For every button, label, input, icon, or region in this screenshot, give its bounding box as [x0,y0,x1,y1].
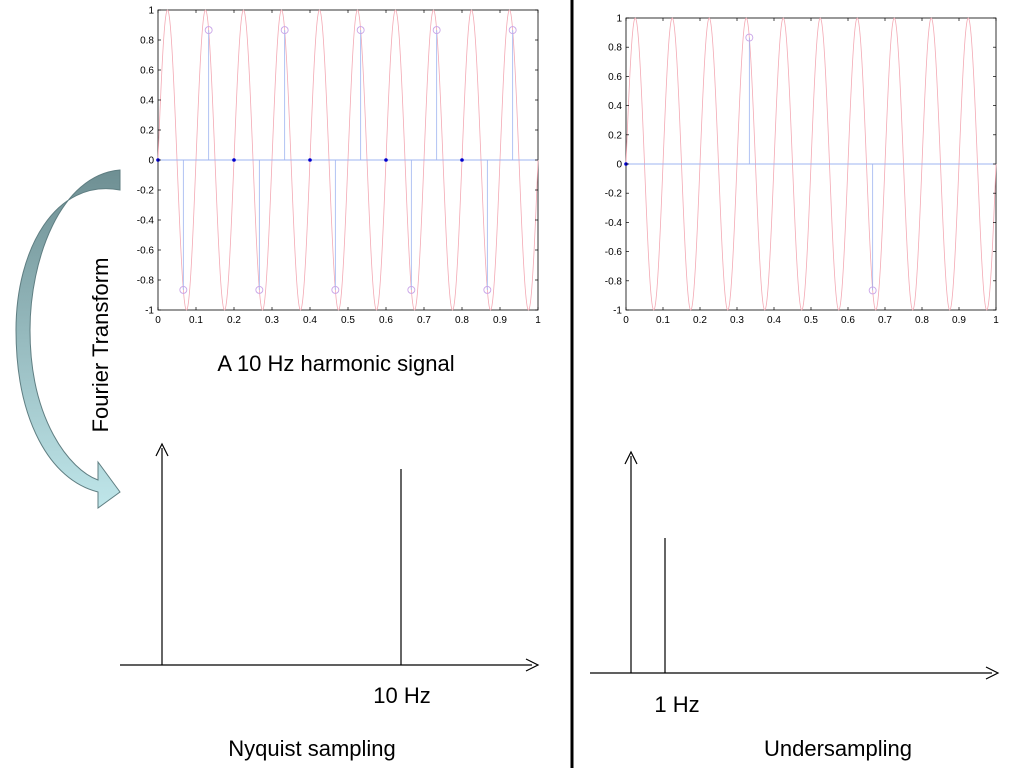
right-y-tick-label: -0.8 [605,276,623,287]
right-y-tick-label: 0.2 [608,130,622,141]
right-y-tick-label: -0.6 [605,247,623,258]
left-signal-plot: 0 0.1 0.2 0.3 0.4 0.5 0.6 0.7 0.8 0.9 1 1 0.8 0.6 0.4 0… [137,6,541,327]
left-y-tick-label: -0.6 [137,246,155,257]
right-x-tick-label: 1 [993,315,999,326]
right-x-tick-label: 0.4 [767,315,781,326]
right-y-tick-label: 0.8 [608,43,622,54]
left-y-tick-label: 1 [148,6,154,17]
left-sample-marker [384,158,388,162]
right-x-tick-label: 0.3 [730,315,744,326]
right-bottom-caption: Undersampling [764,736,912,761]
right-freq-axis-arrowhead [985,666,1000,680]
left-y-tick-label: 0.8 [140,36,154,47]
left-y-tick-label: -0.4 [137,216,155,227]
right-signal-plot: 0 0.1 0.2 0.3 0.4 0.5 0.6 0.7 0.8 0.9 1 1 0.8 0.6 0.4 0… [605,14,999,327]
left-x-tick-label: 0.8 [455,315,469,326]
left-x-tick-label: 1 [535,315,541,326]
right-y-tick-label: 0.6 [608,72,622,83]
left-sample-marker [356,26,365,35]
left-y-tick-label: 0 [148,156,154,167]
left-sample-marker [204,26,213,35]
right-spectrum-label: 1 Hz [654,692,699,717]
fourier-arrow [15,169,121,509]
left-bottom-caption: Nyquist sampling [228,736,396,761]
left-freq-axis-arrowhead [525,658,540,672]
left-x-tick-label: 0.3 [265,315,279,326]
right-x-tick-label: 0.6 [841,315,855,326]
right-x-tick-label: 0.1 [656,315,670,326]
left-sample-marker [331,285,340,294]
left-axis-ticks: 0 0.1 0.2 0.3 0.4 0.5 0.6 0.7 0.8 0.9 1 1 0.8 0.6 0.4 0… [137,6,541,327]
left-sample-marker [460,158,464,162]
fourier-transform-label: Fourier Transform [88,258,113,433]
right-y-tick-label: 1 [616,14,622,25]
left-sample-marker [308,158,312,162]
left-x-tick-label: 0.2 [227,315,241,326]
right-y-tick-label: -0.4 [605,218,623,229]
right-x-tick-label: 0.7 [878,315,892,326]
right-sample-stems [624,33,996,295]
right-y-tick-label: 0.4 [608,101,622,112]
right-spectrum: 1 Hz Undersampling [590,450,1000,761]
left-spectrum-label: 10 Hz [373,683,430,708]
left-sample-marker [407,285,416,294]
right-x-tick-label: 0.8 [915,315,929,326]
right-x-tick-label: 0.5 [804,315,818,326]
left-y-tick-label: -0.2 [137,186,155,197]
left-sample-stems [156,26,538,294]
left-sample-marker [432,26,441,35]
right-x-tick-label: 0 [623,315,629,326]
left-sample-marker [280,26,289,35]
left-x-tick-label: 0.4 [303,315,317,326]
right-axis-ticks: 0 0.1 0.2 0.3 0.4 0.5 0.6 0.7 0.8 0.9 1 1 0.8 0.6 0.4 0… [605,14,999,327]
left-sample-marker [179,285,188,294]
left-sample-marker [483,285,492,294]
right-y-tick-label: 0 [616,160,622,171]
left-x-tick-label: 0.7 [417,315,431,326]
left-y-tick-label: -0.8 [137,276,155,287]
right-x-tick-label: 0.2 [693,315,707,326]
left-sample-marker [232,158,236,162]
left-x-tick-label: 0.1 [189,315,203,326]
left-sample-marker [255,285,264,294]
left-amp-axis-arrowhead [155,442,169,457]
left-y-tick-label: -1 [145,306,154,317]
right-x-tick-label: 0.9 [952,315,966,326]
right-y-tick-label: -0.2 [605,189,623,200]
left-x-tick-label: 0.6 [379,315,393,326]
right-y-tick-label: -1 [613,306,622,317]
right-sample-marker [745,33,754,42]
left-x-tick-label: 0.5 [341,315,355,326]
right-sample-marker [868,286,877,295]
left-y-tick-label: 0.6 [140,66,154,77]
left-y-tick-label: 0.2 [140,126,154,137]
left-x-tick-label: 0.9 [493,315,507,326]
left-spectrum: 10 Hz Nyquist sampling [120,442,540,761]
left-y-tick-label: 0.4 [140,96,154,107]
left-x-tick-label: 0 [155,315,161,326]
left-sample-marker [508,26,517,35]
left-plot-caption: A 10 Hz harmonic signal [217,351,454,376]
right-amp-axis-arrowhead [624,450,638,465]
